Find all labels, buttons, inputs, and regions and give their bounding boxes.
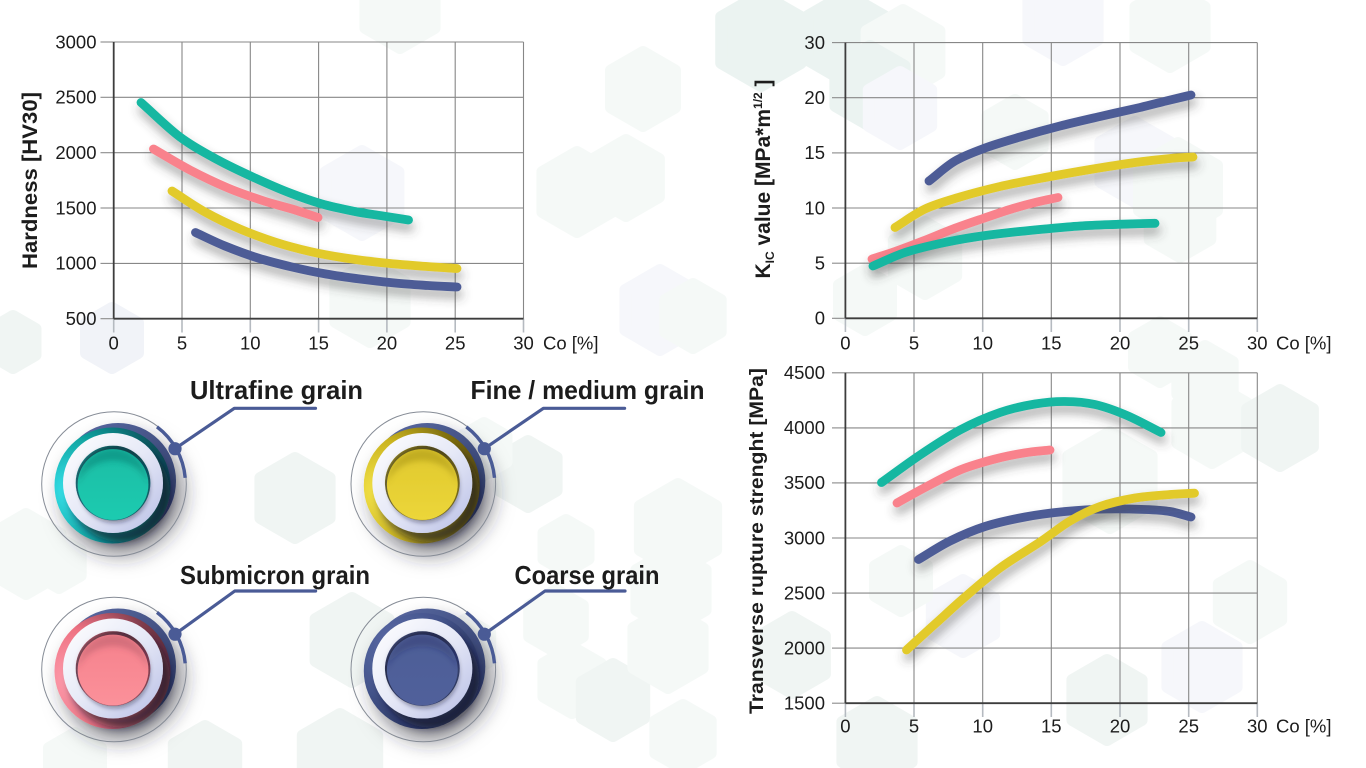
svg-text:15: 15 <box>308 333 329 354</box>
svg-text:Co [%]: Co [%] <box>1276 716 1332 737</box>
svg-text:4500: 4500 <box>784 362 825 383</box>
svg-text:30: 30 <box>804 32 825 53</box>
svg-text:20: 20 <box>377 333 398 354</box>
svg-text:25: 25 <box>1178 716 1199 737</box>
svg-text:10: 10 <box>972 333 993 354</box>
svg-text:20: 20 <box>1110 716 1131 737</box>
svg-text:3000: 3000 <box>55 31 96 52</box>
svg-text:Coarse grain: Coarse grain <box>515 560 660 590</box>
svg-text:4000: 4000 <box>784 417 825 438</box>
svg-text:2500: 2500 <box>55 87 96 108</box>
svg-text:2000: 2000 <box>784 637 825 658</box>
svg-text:20: 20 <box>804 87 825 108</box>
svg-text:20: 20 <box>1110 333 1131 354</box>
svg-text:10: 10 <box>972 716 993 737</box>
svg-text:2000: 2000 <box>55 142 96 163</box>
svg-text:Co [%]: Co [%] <box>543 333 599 354</box>
svg-text:5: 5 <box>177 333 187 354</box>
svg-text:KIC value [MPa*m1/2 ]: KIC value [MPa*m1/2 ] <box>751 79 777 278</box>
svg-text:30: 30 <box>1247 333 1268 354</box>
svg-text:Hardness [HV30]: Hardness [HV30] <box>19 92 42 269</box>
svg-text:Transverse rupture strenght [M: Transverse rupture strenght [MPa] <box>746 368 768 714</box>
svg-text:0: 0 <box>840 716 850 737</box>
svg-text:Co [%]: Co [%] <box>1276 333 1332 354</box>
svg-text:3000: 3000 <box>784 527 825 548</box>
svg-text:15: 15 <box>804 142 825 163</box>
svg-text:5: 5 <box>909 716 919 737</box>
svg-text:10: 10 <box>804 197 825 218</box>
svg-text:0: 0 <box>815 308 825 329</box>
svg-text:5: 5 <box>815 253 825 274</box>
svg-text:0: 0 <box>109 333 119 354</box>
svg-text:2500: 2500 <box>784 582 825 603</box>
svg-text:Submicron grain: Submicron grain <box>180 560 370 590</box>
svg-text:25: 25 <box>445 333 466 354</box>
svg-text:Ultrafine grain: Ultrafine grain <box>190 375 363 405</box>
svg-text:10: 10 <box>240 333 261 354</box>
svg-text:3500: 3500 <box>784 472 825 493</box>
svg-text:30: 30 <box>513 333 534 354</box>
svg-text:5: 5 <box>909 333 919 354</box>
svg-text:1500: 1500 <box>55 197 96 218</box>
svg-text:Fine / medium grain: Fine / medium grain <box>471 375 705 405</box>
svg-text:25: 25 <box>1178 333 1199 354</box>
svg-text:15: 15 <box>1041 716 1062 737</box>
svg-text:500: 500 <box>66 308 97 329</box>
svg-text:1500: 1500 <box>784 693 825 714</box>
svg-text:15: 15 <box>1041 333 1062 354</box>
svg-text:30: 30 <box>1247 716 1268 737</box>
svg-text:1000: 1000 <box>55 253 96 274</box>
svg-text:0: 0 <box>840 333 850 354</box>
